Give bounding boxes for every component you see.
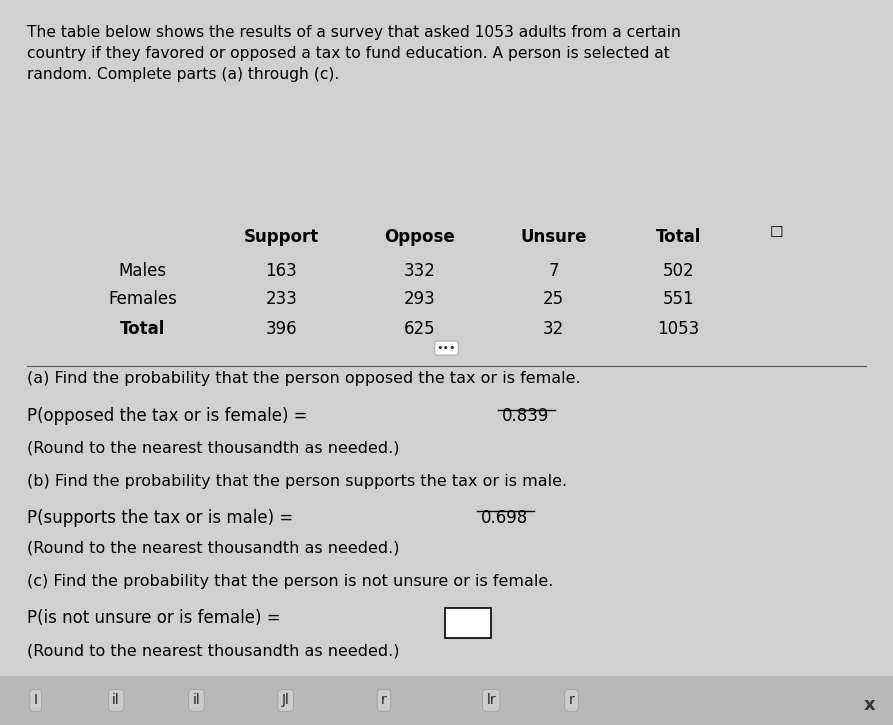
Text: (Round to the nearest thousandth as needed.): (Round to the nearest thousandth as need…: [27, 540, 399, 555]
Text: 551: 551: [663, 290, 695, 308]
Text: 233: 233: [265, 290, 297, 308]
Text: P(supports the tax or is male) =: P(supports the tax or is male) =: [27, 509, 298, 527]
Text: 163: 163: [265, 262, 297, 281]
Text: I: I: [34, 693, 38, 708]
Text: Total: Total: [121, 320, 165, 339]
FancyBboxPatch shape: [0, 676, 893, 725]
Text: 332: 332: [404, 262, 436, 281]
Text: 625: 625: [404, 320, 436, 339]
Text: (Round to the nearest thousandth as needed.): (Round to the nearest thousandth as need…: [27, 440, 399, 455]
Text: Females: Females: [108, 290, 178, 308]
Text: Unsure: Unsure: [521, 228, 587, 247]
Text: 0.698: 0.698: [480, 509, 528, 527]
Text: ☐: ☐: [770, 225, 784, 240]
Text: (b) Find the probability that the person supports the tax or is male.: (b) Find the probability that the person…: [27, 474, 567, 489]
Text: (Round to the nearest thousandth as needed.): (Round to the nearest thousandth as need…: [27, 644, 399, 659]
Text: Males: Males: [119, 262, 167, 281]
Text: 396: 396: [265, 320, 297, 339]
Text: 32: 32: [543, 320, 564, 339]
Text: (a) Find the probability that the person opposed the tax or is female.: (a) Find the probability that the person…: [27, 371, 580, 386]
Text: •••: •••: [437, 343, 456, 353]
Text: 502: 502: [663, 262, 695, 281]
Text: r: r: [381, 693, 387, 708]
Text: r: r: [569, 693, 574, 708]
Text: The table below shows the results of a survey that asked 1053 adults from a cert: The table below shows the results of a s…: [27, 25, 680, 83]
Text: Support: Support: [244, 228, 319, 247]
Text: 25: 25: [543, 290, 564, 308]
Text: 1053: 1053: [657, 320, 700, 339]
FancyBboxPatch shape: [445, 608, 491, 638]
Text: Jl: Jl: [282, 693, 289, 708]
Text: P(is not unsure or is female) =: P(is not unsure or is female) =: [27, 609, 286, 627]
Text: (c) Find the probability that the person is not unsure or is female.: (c) Find the probability that the person…: [27, 574, 553, 589]
Text: 0.839: 0.839: [502, 407, 549, 426]
Text: 7: 7: [548, 262, 559, 281]
Text: P(opposed the tax or is female) =: P(opposed the tax or is female) =: [27, 407, 313, 426]
Text: lr: lr: [487, 693, 496, 708]
Text: Oppose: Oppose: [384, 228, 455, 247]
Text: il: il: [193, 693, 200, 708]
Text: il: il: [113, 693, 120, 708]
Text: Total: Total: [656, 228, 701, 247]
Text: x: x: [864, 696, 876, 713]
Text: 293: 293: [404, 290, 436, 308]
